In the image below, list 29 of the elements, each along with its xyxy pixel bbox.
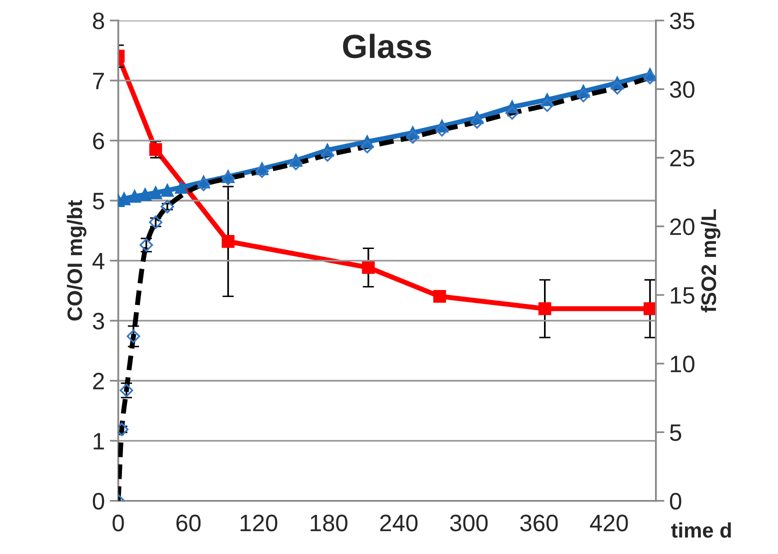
x-tick-label: 360: [520, 514, 558, 532]
y2-tick-label: 15: [670, 287, 694, 304]
x-tick-label: 420: [590, 514, 628, 532]
x-tick-label: 0: [112, 514, 124, 532]
y2-tick-label: 0: [670, 492, 682, 510]
x-tick-label: 60: [176, 514, 201, 532]
y-tick-label: 1: [94, 433, 104, 450]
y-tick-label: 3: [92, 312, 104, 330]
x-tick-label: 120: [240, 514, 278, 532]
x-tick-label: 300: [450, 514, 488, 532]
y-axis-title: CO/OI mg/bt: [66, 200, 86, 321]
y2-tick-label: 25: [670, 150, 694, 167]
y-tick-label: 7: [93, 72, 104, 90]
y2-tick-label: 5: [670, 424, 682, 441]
y2-tick-label: 20: [670, 218, 694, 236]
chart-title: Glass: [343, 34, 432, 58]
y-tick-label: 2: [93, 372, 104, 390]
y2-tick-label: 35: [670, 12, 694, 30]
y-tick-label: 0: [92, 492, 104, 510]
x-tick-label: 240: [380, 514, 418, 532]
y-tick-label: 4: [92, 252, 104, 270]
y2-tick-label: 10: [670, 356, 694, 372]
x-axis-title: time d: [671, 522, 731, 538]
y-tick-label: 8: [92, 12, 104, 30]
y-tick-label: 5: [92, 192, 104, 210]
y2-tick-label: 30: [670, 81, 694, 98]
y2-axis-title: fSO2 mg/L: [700, 209, 720, 312]
y-tick-label: 6: [93, 132, 104, 150]
x-tick-label: 180: [310, 514, 348, 532]
